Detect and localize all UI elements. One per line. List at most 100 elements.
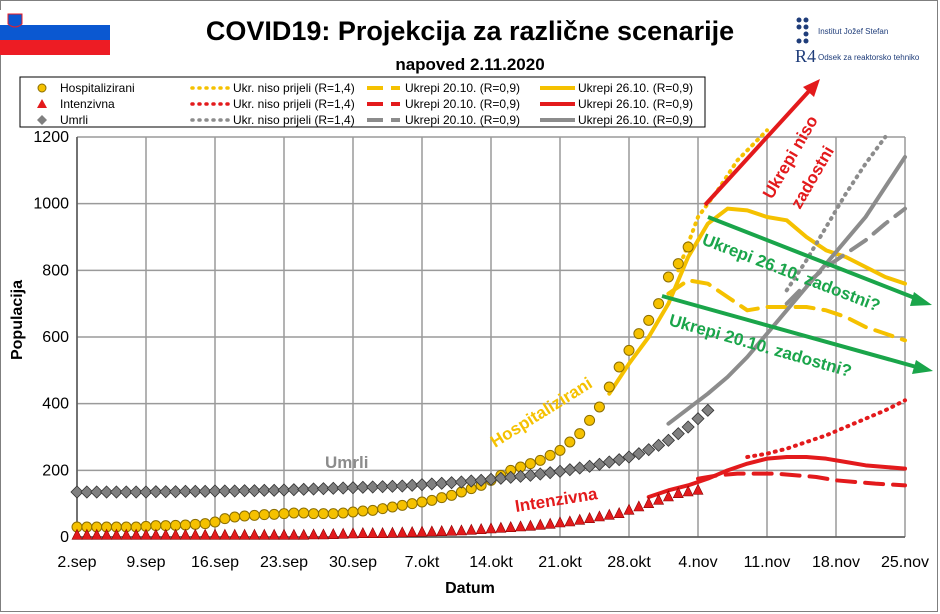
icu-point (91, 528, 103, 540)
icu-point (633, 500, 645, 512)
icu-point (219, 528, 231, 540)
icu-point (130, 528, 142, 540)
icu-point (436, 524, 448, 536)
hosp-point (623, 344, 635, 356)
x-tick-label: 18.nov (812, 554, 860, 571)
r4-logo-text: Odsek za reaktorsko tehniko (818, 53, 920, 62)
died-point (681, 420, 695, 434)
died-point (553, 464, 567, 478)
died-point (356, 480, 370, 494)
died-point (119, 485, 133, 499)
icu-point (248, 528, 260, 540)
icu-point (170, 528, 182, 540)
icu-point (593, 510, 605, 522)
r4-logo: R4 Odsek za reaktorsko tehniko (795, 46, 920, 66)
slovenia-flag (0, 10, 110, 55)
icu-point (239, 528, 251, 540)
hosp-point (209, 516, 221, 528)
icu-point (505, 520, 517, 532)
died-point (415, 478, 429, 492)
died-point (218, 484, 232, 498)
died-point (652, 438, 666, 452)
hosp-point (396, 499, 408, 511)
y-tick-label: 1200 (33, 129, 69, 146)
hosp-point (446, 489, 458, 501)
icu-point (416, 525, 428, 537)
hosp-point (229, 511, 241, 523)
icu-point (120, 528, 132, 540)
died-point (257, 483, 271, 497)
icu-point (209, 528, 221, 540)
icu-point (426, 525, 438, 537)
died-point (484, 472, 498, 486)
projection-icu-dash (696, 471, 907, 488)
hosp-point (633, 328, 645, 340)
hosp-point (564, 436, 576, 448)
died-point (701, 403, 715, 417)
hosp-point (219, 513, 231, 525)
y-tick-label: 400 (42, 396, 69, 413)
died-point (208, 484, 222, 498)
died-point (366, 480, 380, 494)
hosp-point (337, 507, 349, 519)
y-tick-label: 1000 (33, 196, 69, 213)
arrow-green-20-head (912, 360, 933, 374)
projection-died-solid (666, 155, 907, 426)
arrow-red-head (803, 79, 820, 97)
icu-point (288, 528, 300, 540)
icu-point (613, 506, 625, 518)
icu-point (623, 503, 635, 515)
died-point (563, 463, 577, 477)
icu-point (258, 528, 270, 540)
legend-label-s2: Ukrepi 20.10. (R=0,9) (405, 81, 520, 95)
y-tick-label: 200 (42, 462, 69, 479)
icu-point (682, 485, 694, 497)
hosp-point (653, 298, 665, 310)
projection-icu-solid (646, 455, 907, 499)
hosp-point (367, 504, 379, 516)
icu-point (337, 527, 349, 539)
died-point (316, 482, 330, 496)
icu-point (544, 517, 556, 529)
x-tick-label: 7.okt (405, 554, 440, 571)
icu-point (229, 528, 241, 540)
died-point (80, 485, 94, 499)
axes: 0 200 400 600 800 1000 1200 2.sep 9.sep 16.sep 23.… (33, 129, 929, 571)
died-point (287, 483, 301, 497)
legend-label-observed: Hospitalizirani (60, 81, 135, 95)
projection-icu-dot (745, 398, 907, 459)
icu-point (179, 528, 191, 540)
icu-point (367, 526, 379, 538)
arrow-green-26 (707, 215, 921, 302)
died-point (612, 453, 626, 467)
ijs-logo: Institut Jožef Stefan (796, 17, 888, 44)
icu-point (446, 524, 458, 536)
died-point (661, 433, 675, 447)
annotation-hospitalizirani: Hospitalizirani (487, 374, 596, 452)
died-point (445, 476, 459, 490)
hosp-point (593, 401, 605, 413)
x-tick-label: 28.okt (607, 554, 651, 571)
died-point (425, 477, 439, 491)
legend-label-s1: Ukr. niso prijeli (R=1,4) (233, 113, 355, 127)
icu-point (574, 513, 586, 525)
hosp-point (436, 492, 448, 504)
died-point (642, 443, 656, 457)
died-point (326, 481, 340, 495)
died-point (464, 474, 478, 488)
annotation-umrli: Umrli (325, 453, 368, 472)
legend-label-s3: Ukrepi 26.10. (R=0,9) (578, 97, 693, 111)
icu-point (357, 526, 369, 538)
died-point (178, 484, 192, 498)
died-point (376, 480, 390, 494)
hosp-point (643, 314, 655, 326)
died-point (188, 484, 202, 498)
icu-point (377, 526, 389, 538)
hosp-point (179, 519, 191, 531)
hosp-point (584, 414, 596, 426)
hosp-point (416, 496, 428, 508)
died-point (149, 485, 163, 499)
y-tick-label: 600 (42, 329, 69, 346)
hosp-point (298, 507, 310, 519)
